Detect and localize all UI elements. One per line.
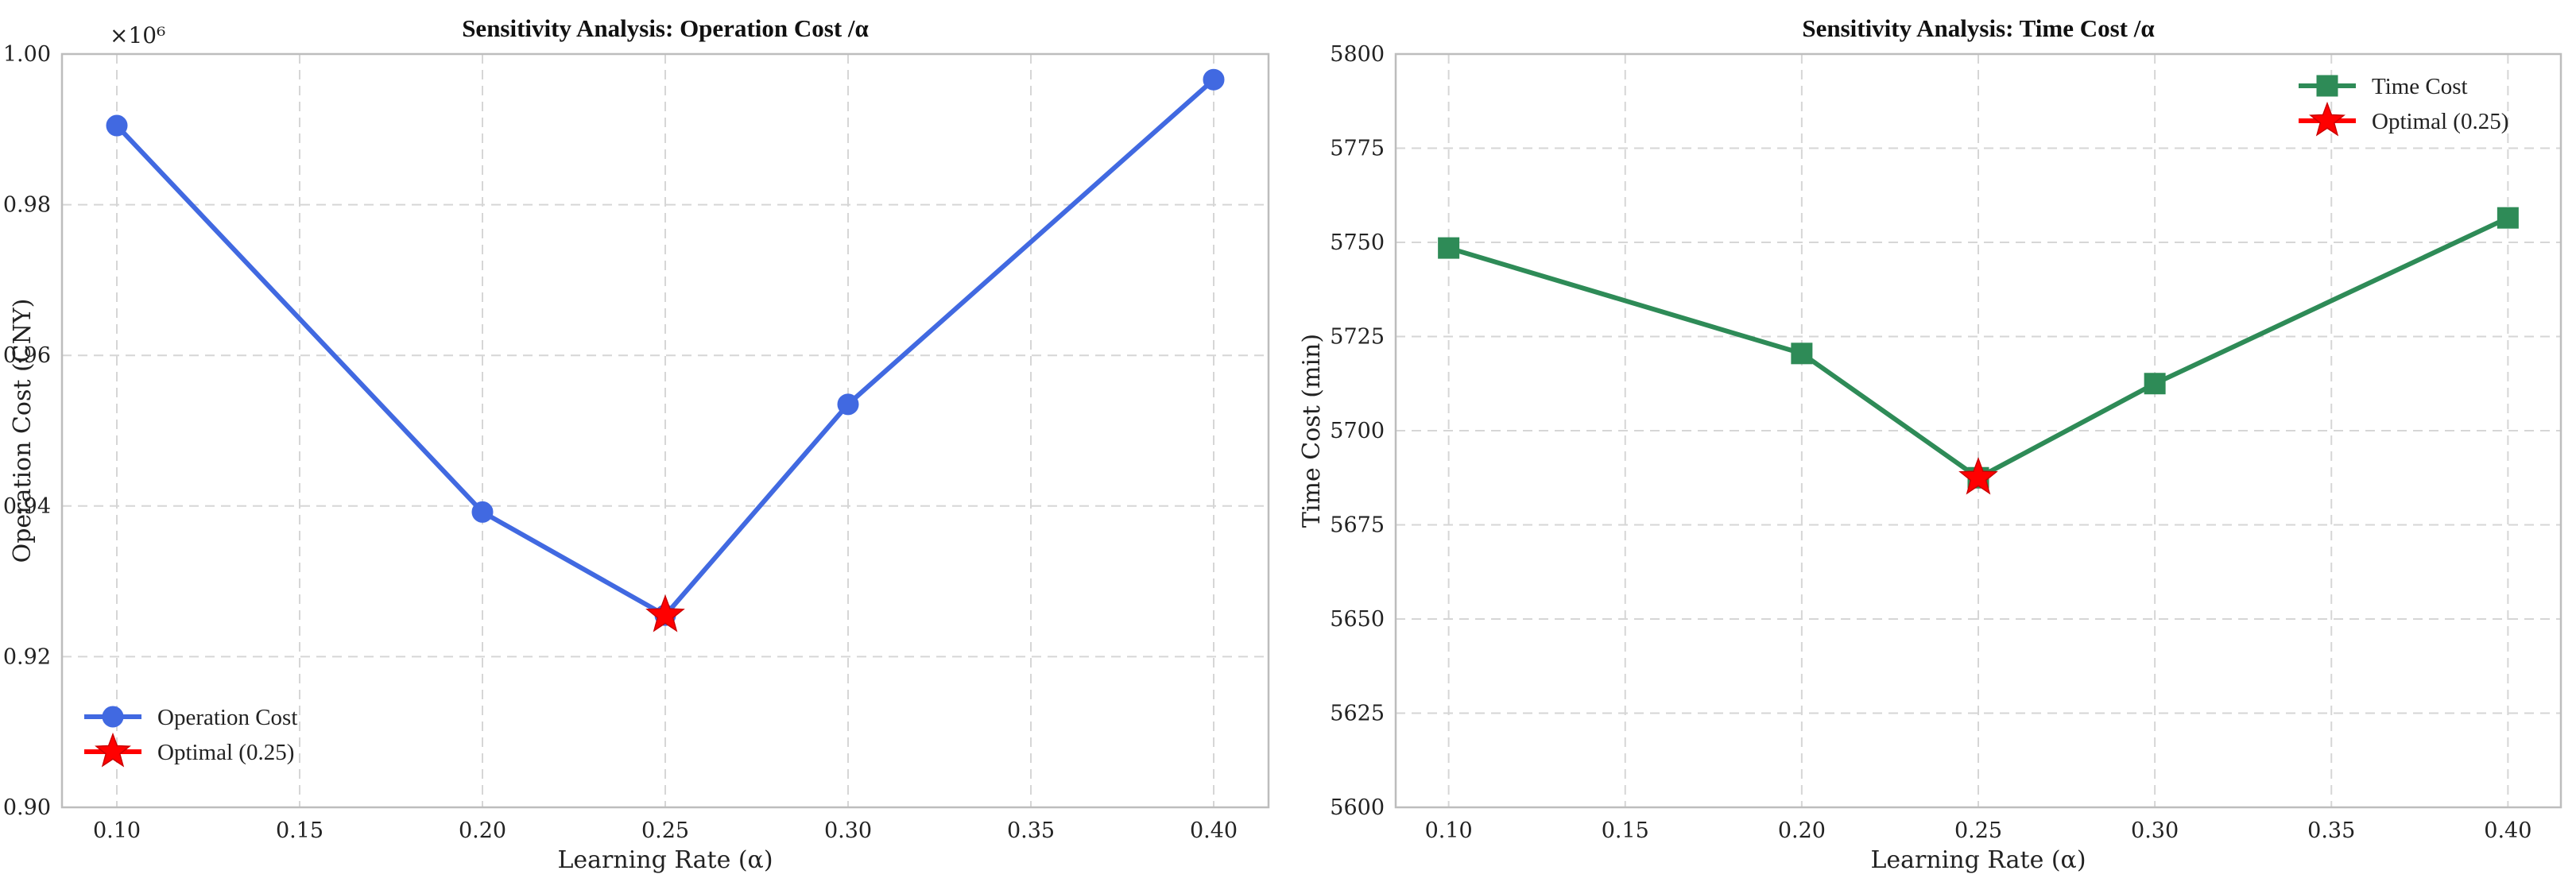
y-tick-label: 0.96 xyxy=(3,343,51,368)
y-tick-label: 5700 xyxy=(1330,419,1385,443)
plot-frame xyxy=(60,52,1270,809)
y-tick-label: 5675 xyxy=(1330,513,1385,538)
y-axis-multiplier: ×10⁶ xyxy=(110,22,165,48)
y-tick-label: 0.94 xyxy=(3,494,51,519)
x-tick-label: 0.20 xyxy=(1778,818,1826,843)
data-point xyxy=(2497,207,2519,229)
data-point xyxy=(106,114,128,137)
legend-label: Operation Cost xyxy=(157,705,297,730)
x-tick-label: 0.20 xyxy=(459,818,506,843)
y-tick-label: 5800 xyxy=(1330,42,1385,67)
data-point xyxy=(2144,373,2166,395)
x-tick-label: 0.10 xyxy=(93,818,141,843)
data-point xyxy=(837,393,859,416)
time-cost-chart: 0.10 0.15 0.20 0.25 0.30 0.35 0.40 5600 5625 5650… xyxy=(1298,14,2562,874)
data-point xyxy=(1791,342,1813,365)
legend-marker xyxy=(2309,101,2346,137)
legend-marker xyxy=(2316,75,2338,97)
chart-title: Sensitivity Analysis: Time Cost /α xyxy=(1802,14,2154,42)
y-tick-label: 5650 xyxy=(1330,607,1385,632)
legend-marker xyxy=(95,732,131,768)
x-tick-label: 0.15 xyxy=(1602,818,1649,843)
y-axis-label: Time Cost (min) xyxy=(1298,334,1326,528)
x-tick-label: 0.40 xyxy=(1190,818,1238,843)
optimal-point-star xyxy=(645,594,685,633)
y-tick-label: 5625 xyxy=(1330,702,1385,726)
operation-cost-chart: 0.10 0.15 0.20 0.25 0.30 0.35 0.40 0.90 0.92 0.94… xyxy=(3,14,1270,874)
x-tick-label: 0.30 xyxy=(824,818,872,843)
y-tick-label: 5750 xyxy=(1330,230,1385,255)
y-tick-label: 0.90 xyxy=(3,795,51,820)
y-tick-label: 5775 xyxy=(1330,137,1385,161)
legend-marker xyxy=(102,706,124,728)
chart-title: Sensitivity Analysis: Operation Cost /α xyxy=(462,14,869,42)
y-tick-label: 1.00 xyxy=(3,42,51,67)
x-axis-label: Learning Rate (α) xyxy=(557,846,773,874)
x-tick-label: 0.30 xyxy=(2131,818,2179,843)
y-tick-label: 0.92 xyxy=(3,644,51,669)
legend-label: Time Cost xyxy=(2372,74,2468,99)
x-tick-label: 0.35 xyxy=(1007,818,1055,843)
y-axis-label: Operation Cost (CNY) xyxy=(9,299,37,563)
x-tick-label: 0.25 xyxy=(1954,818,2002,843)
y-tick-label: 0.98 xyxy=(3,193,51,218)
x-axis-label: Learning Rate (α) xyxy=(1870,846,2086,874)
y-tick-label: 5725 xyxy=(1330,325,1385,350)
legend-label: Optimal (0.25) xyxy=(2372,109,2508,134)
x-tick-label: 0.10 xyxy=(1425,818,1473,843)
x-tick-label: 0.40 xyxy=(2484,818,2531,843)
data-point xyxy=(1438,237,1460,259)
x-tick-label: 0.15 xyxy=(276,818,323,843)
plot-frame xyxy=(1394,52,2562,809)
y-tick-label: 5600 xyxy=(1330,795,1385,820)
legend-label: Optimal (0.25) xyxy=(157,740,294,765)
data-point xyxy=(471,501,494,523)
data-point xyxy=(1203,68,1225,91)
optimal-point-star xyxy=(1958,457,1998,495)
x-tick-label: 0.25 xyxy=(641,818,689,843)
x-tick-label: 0.35 xyxy=(2307,818,2355,843)
